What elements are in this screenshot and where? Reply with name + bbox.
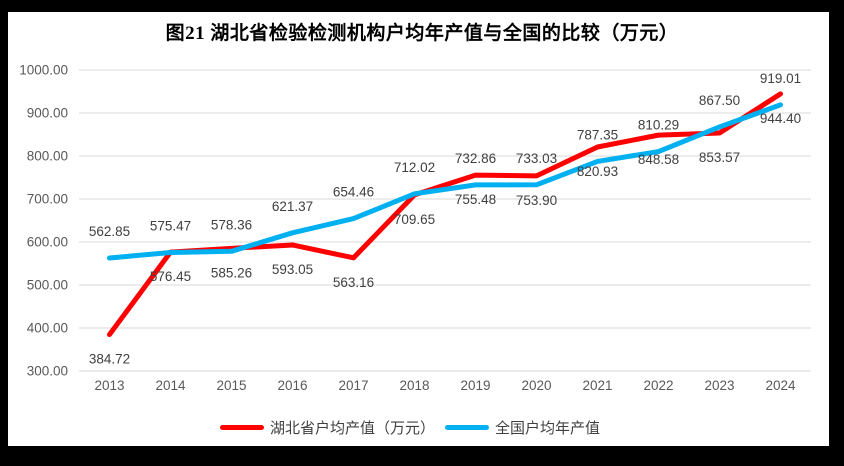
data-label-series-0: 820.93 bbox=[577, 164, 618, 179]
y-axis-tick-label: 600.00 bbox=[27, 235, 68, 250]
data-label-series-0: 944.40 bbox=[760, 111, 801, 126]
data-label-series-1: 621.37 bbox=[272, 199, 313, 214]
data-label-series-1: 919.01 bbox=[760, 71, 801, 86]
x-axis-tick-label: 2022 bbox=[643, 378, 673, 393]
y-axis-tick-label: 900.00 bbox=[27, 106, 68, 121]
y-axis-tick-label: 300.00 bbox=[27, 364, 68, 379]
y-axis-tick-label: 500.00 bbox=[27, 278, 68, 293]
legend-line-swatch-hubei bbox=[219, 424, 264, 430]
data-label-series-1: 732.86 bbox=[455, 151, 496, 166]
x-axis-tick-label: 2013 bbox=[94, 378, 124, 393]
x-axis-tick-label: 2020 bbox=[521, 378, 551, 393]
x-axis-tick-label: 2018 bbox=[399, 378, 429, 393]
data-label-series-1: 810.29 bbox=[638, 118, 679, 133]
data-label-series-0: 593.05 bbox=[272, 262, 313, 277]
y-axis-tick-label: 400.00 bbox=[27, 321, 68, 336]
data-label-series-0: 848.58 bbox=[638, 152, 679, 167]
screenshot-frame-right bbox=[829, 0, 844, 466]
data-label-series-1: 867.50 bbox=[699, 93, 740, 108]
data-label-series-1: 578.36 bbox=[211, 217, 252, 232]
y-axis-tick-label: 700.00 bbox=[27, 192, 68, 207]
legend-line-swatch-national bbox=[445, 424, 489, 430]
legend-label-national: 全国户均年产值 bbox=[495, 419, 601, 437]
data-label-series-1: 575.47 bbox=[150, 219, 191, 234]
data-label-series-1: 654.46 bbox=[333, 185, 374, 200]
screenshot-frame-bottom bbox=[0, 446, 844, 466]
y-axis-tick-label: 800.00 bbox=[27, 149, 68, 164]
legend-item-hubei: 湖北省户均产值（万元） bbox=[219, 417, 435, 438]
data-label-series-0: 576.45 bbox=[150, 269, 191, 284]
data-label-series-0: 563.16 bbox=[333, 275, 374, 290]
x-axis-tick-label: 2023 bbox=[704, 378, 734, 393]
screenshot-frame-left bbox=[0, 0, 8, 446]
data-label-series-0: 384.72 bbox=[89, 352, 130, 367]
chart-legend: 湖北省户均产值（万元） 全国户均年产值 bbox=[0, 416, 820, 438]
y-axis-tick-label: 1000.00 bbox=[19, 63, 68, 78]
chart-title: 图21 湖北省检验检测机构户均年产值与全国的比较（万元） bbox=[165, 23, 679, 44]
data-label-series-1: 733.03 bbox=[516, 151, 557, 166]
x-axis-tick-label: 2019 bbox=[460, 378, 490, 393]
data-label-series-1: 787.35 bbox=[577, 127, 618, 142]
legend-item-national: 全国户均年产值 bbox=[445, 417, 600, 438]
legend-label-hubei: 湖北省户均产值（万元） bbox=[269, 419, 435, 437]
x-axis-tick-label: 2024 bbox=[765, 378, 796, 393]
x-axis-tick-label: 2015 bbox=[216, 378, 246, 393]
x-axis-tick-label: 2017 bbox=[338, 378, 368, 393]
screenshot-frame-top bbox=[0, 0, 844, 12]
data-label-series-0: 753.90 bbox=[516, 193, 557, 208]
data-label-series-0: 755.48 bbox=[455, 192, 496, 207]
data-label-series-0: 853.57 bbox=[699, 150, 740, 165]
data-label-series-1: 562.85 bbox=[89, 224, 130, 239]
data-label-series-1: 712.02 bbox=[394, 160, 435, 175]
series-line-1 bbox=[107, 102, 783, 261]
data-label-series-0: 709.65 bbox=[394, 212, 435, 227]
x-axis-tick-label: 2021 bbox=[582, 378, 612, 393]
x-axis-tick-label: 2014 bbox=[155, 378, 186, 393]
series-line-0 bbox=[107, 91, 783, 338]
x-axis-tick-label: 2016 bbox=[277, 378, 307, 393]
data-label-series-0: 585.26 bbox=[211, 265, 252, 280]
